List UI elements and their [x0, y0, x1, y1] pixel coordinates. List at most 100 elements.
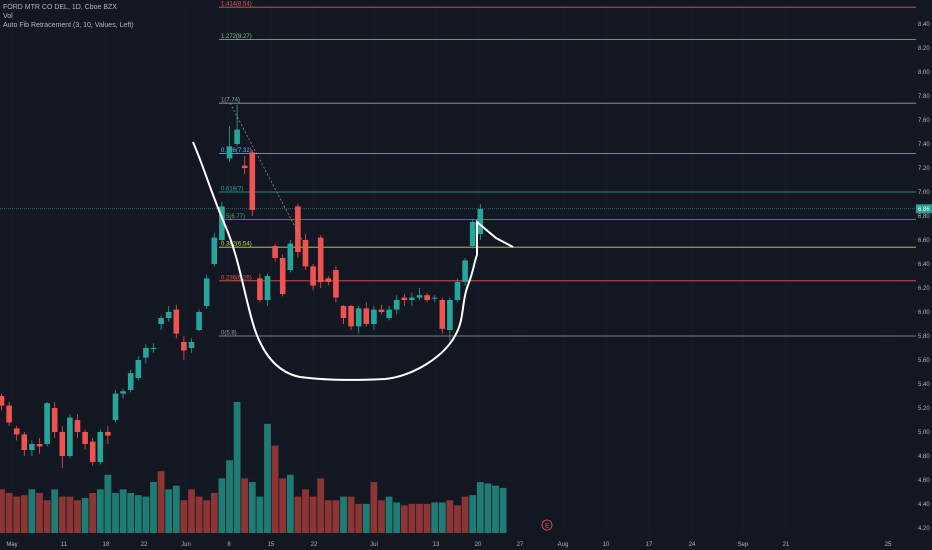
volume-bar: [203, 500, 211, 533]
x-tick-label: May: [6, 542, 17, 548]
last-price-label: 6.86: [918, 207, 930, 213]
x-tick-label: 15: [268, 542, 275, 548]
fib-label: 1.272(8.27): [221, 34, 252, 40]
fib-label: 0.786(7.32): [221, 148, 252, 154]
candle-body: [21, 434, 28, 450]
candle-body: [424, 295, 430, 300]
volume-bar: [408, 503, 416, 533]
candle-body: [97, 432, 104, 462]
indicator-label[interactable]: Auto Fib Retracement (3, 10, Values, Lef…: [3, 22, 134, 29]
earnings-marker[interactable]: E: [541, 519, 553, 531]
y-tick-label: 6.00: [918, 310, 930, 316]
y-tick-label: 4.80: [918, 454, 930, 460]
candle-body: [143, 348, 149, 358]
candle-body: [241, 165, 248, 168]
y-tick-label: 4.20: [918, 526, 930, 532]
candle-body: [158, 318, 164, 324]
volume-bar: [499, 487, 507, 533]
volume-bar: [324, 500, 332, 533]
candle-body: [469, 222, 476, 246]
volume-bar: [370, 482, 378, 533]
volume-bar: [13, 496, 21, 533]
volume-bar: [271, 445, 279, 533]
y-tick-label: 7.40: [918, 142, 930, 148]
candle-body: [371, 309, 377, 324]
candle-body: [249, 152, 256, 210]
candle-body: [120, 391, 126, 394]
x-tick-label: 20: [475, 542, 482, 548]
x-tick-label: 11: [61, 542, 68, 548]
candle-body: [393, 300, 400, 310]
volume-bar: [134, 495, 142, 533]
x-tick-label: 10: [603, 542, 610, 548]
candle-body: [135, 360, 142, 378]
x-tick-label: 13: [433, 542, 440, 548]
time-axis[interactable]: May 11 18 22 Jun 8 15 22 Jul 13 20 27 Aug 10 17 24 Sep 21…: [6, 542, 892, 548]
candle-body: [439, 300, 446, 329]
candle-body: [279, 258, 286, 294]
price-axis[interactable]: 4.20 4.40 4.60 4.80 5.00 5.20 5.40 5.60 5.80 6.00…: [916, 22, 932, 532]
candle-body: [447, 300, 453, 330]
symbol-title[interactable]: FORD MTR CO DEL, 1D, Cboe BZX: [3, 4, 117, 11]
y-tick-label: 7.00: [918, 190, 930, 196]
volume-label[interactable]: Vol: [3, 13, 13, 20]
candle-body: [150, 348, 157, 349]
volume-bar: [81, 498, 89, 533]
candle-body: [36, 444, 43, 447]
candle-body: [82, 432, 88, 444]
volume-bar: [317, 478, 325, 533]
volume-bar: [119, 489, 127, 533]
volume-bar: [264, 423, 271, 533]
x-tick-label: Sep: [738, 542, 749, 548]
volume-bar: [96, 489, 104, 533]
fib-levels: 1.414(8.54) 1.272(8.27) 1(7.74) 0.786(7.32)…: [0, 2, 916, 337]
volume-bar: [423, 503, 431, 533]
volume-bar: [172, 485, 180, 533]
volume-bars: [0, 402, 507, 533]
candle-body: [74, 420, 81, 432]
volume-bar: [469, 495, 477, 533]
volume-bar: [195, 496, 203, 533]
candle-body: [462, 260, 468, 282]
candles: [0, 104, 484, 468]
volume-bar: [286, 474, 294, 533]
chart-legend: FORD MTR CO DEL, 1D, Cboe BZX Vol Auto F…: [3, 3, 134, 30]
candle-body: [44, 403, 50, 444]
volume-bar: [362, 503, 370, 533]
volume-bar: [309, 496, 317, 533]
x-tick-label: Jun: [181, 542, 191, 548]
candle-body: [363, 308, 370, 324]
y-tick-label: 7.60: [918, 118, 930, 124]
candle-body: [234, 129, 240, 144]
y-tick-label: 6.80: [918, 214, 930, 220]
candle-body: [211, 237, 218, 264]
candle-body: [112, 393, 119, 420]
candle-body: [348, 306, 354, 327]
volume-bar: [340, 496, 347, 533]
y-tick-label: 5.80: [918, 334, 930, 340]
candle-body: [317, 237, 324, 282]
y-tick-label: 8.20: [918, 46, 930, 52]
y-tick-label: 4.40: [918, 502, 930, 508]
candle-body: [203, 278, 210, 306]
candle-body: [67, 417, 73, 456]
y-tick-label: 5.60: [918, 358, 930, 364]
candle-body: [333, 270, 339, 298]
earnings-label: E: [545, 524, 549, 530]
volume-bar: [66, 496, 74, 533]
fib-label: 0.618(7): [221, 187, 243, 193]
volume-bar: [51, 489, 59, 533]
volume-bar: [393, 502, 401, 533]
y-tick-label: 7.20: [918, 166, 930, 172]
candle-body: [6, 405, 12, 423]
x-tick-label: 27: [517, 542, 524, 548]
volume-bar: [58, 496, 66, 533]
volume-bar: [43, 500, 51, 533]
candle-body: [386, 309, 392, 318]
volume-bar: [218, 478, 226, 533]
candle-body: [355, 308, 362, 327]
candle-body: [454, 282, 461, 300]
candle-body: [89, 441, 96, 462]
volume-bar: [89, 492, 97, 533]
